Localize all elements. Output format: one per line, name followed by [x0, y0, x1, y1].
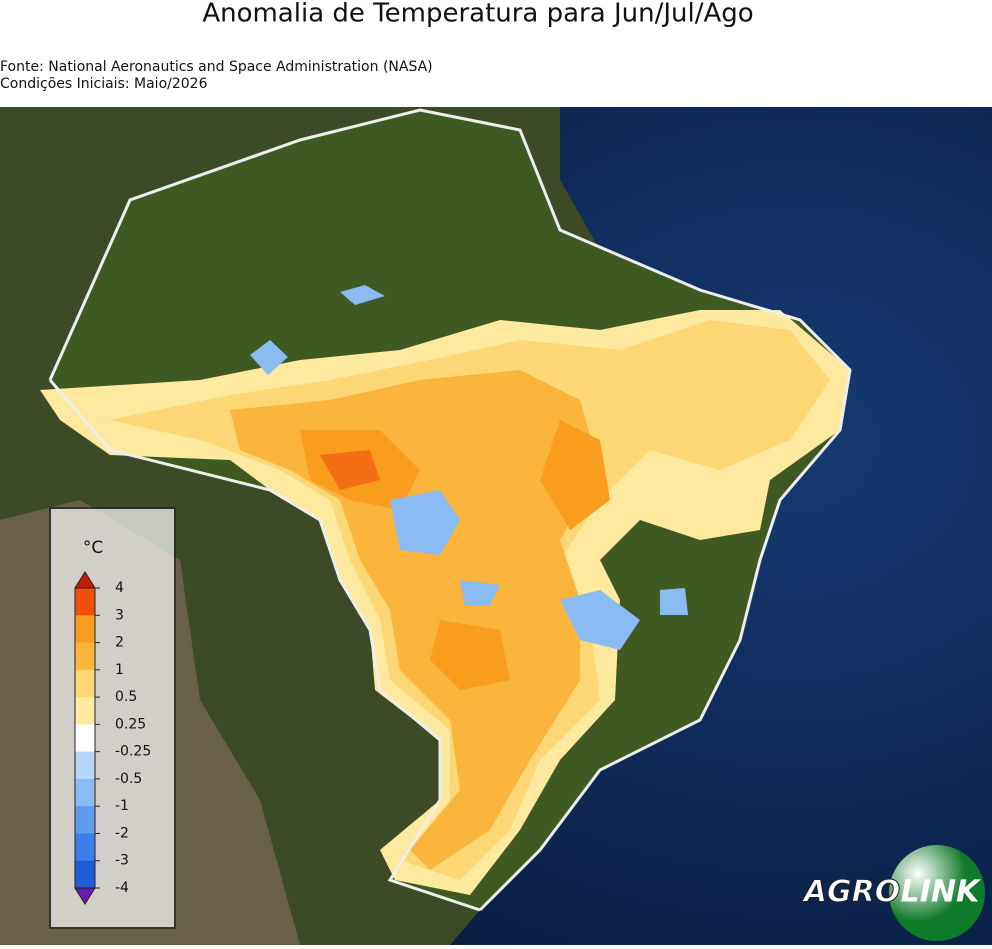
anomaly-hot — [430, 620, 510, 690]
colorbar-tick-label: -0.5 — [115, 771, 142, 787]
colorbar-tick-label: -2 — [115, 825, 129, 841]
logo-text: LINK — [901, 875, 982, 910]
colorbar-tick-label: 0.25 — [115, 716, 146, 732]
colorbar-segment — [75, 615, 95, 644]
border — [48, 379, 481, 912]
colorbar-tick-label: 4 — [115, 580, 124, 596]
colorbar-tick-label: 3 — [115, 607, 124, 623]
colorbar-tick-label: -4 — [115, 880, 129, 896]
colorbar-segment — [75, 833, 95, 862]
colorbar-segment — [75, 588, 95, 616]
anomaly-cool — [250, 340, 288, 375]
colorbar-tick-label: 2 — [115, 635, 124, 651]
colorbar-panel — [49, 507, 176, 929]
colorbar-segment — [75, 724, 95, 753]
source: Fonte: National Aeronautics and Space Ad… — [0, 59, 433, 75]
anomaly-warm — [230, 370, 600, 870]
colorbar-tick-label: -3 — [115, 853, 129, 869]
colorbar-tick-label: 1 — [115, 662, 124, 678]
colorbar-segment — [75, 806, 95, 834]
colorbar-segment — [75, 669, 95, 698]
colorbar-segment — [75, 697, 95, 725]
anomaly-cool — [340, 285, 385, 305]
colorbar-tick-label: -0.25 — [115, 744, 151, 760]
border — [48, 108, 852, 912]
logo-circle — [889, 845, 985, 941]
colorbar: °C 4 3 2 1 0.5 0.25 -0.25 -0.5 -1 -2 -3 -4 — [49, 507, 176, 929]
anomaly-cool — [460, 580, 500, 605]
colorbar-frame — [74, 587, 96, 889]
colorbar-segment — [75, 751, 95, 780]
colorbar-tick-label: -1 — [115, 798, 129, 814]
initial-conditions: Condições Iniciais: Maio/2026 — [0, 76, 208, 92]
anomaly-cool — [390, 490, 460, 555]
title: Anomalia de Temperatura para Jun/Jul/Ago — [202, 0, 753, 29]
logo-text: AGRO — [802, 875, 900, 910]
colorbar-tick-label: 0.5 — [115, 689, 137, 705]
anomaly-cool — [560, 590, 640, 650]
colorbar-segment — [75, 642, 95, 671]
logo: AGRO LINK — [801, 845, 985, 941]
anomaly-peak — [320, 450, 380, 490]
colorbar-unit: °C — [83, 538, 103, 558]
anomaly-hot — [540, 420, 610, 530]
colorbar-segment — [75, 778, 95, 807]
anomaly-cool — [660, 588, 688, 615]
colorbar-segment — [75, 860, 95, 889]
